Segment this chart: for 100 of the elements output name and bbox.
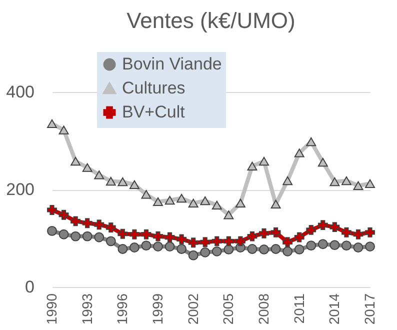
point — [153, 231, 163, 242]
point — [212, 200, 222, 210]
x-tick-label: 1993 — [78, 293, 95, 325]
point — [47, 205, 57, 215]
x-tick-label: 1999 — [150, 293, 166, 325]
point — [129, 229, 140, 240]
point — [294, 232, 304, 242]
x-tick-label: 2017 — [362, 293, 378, 325]
x-tick-label: 1990 — [44, 293, 60, 325]
legend-label: Cultures — [122, 78, 186, 98]
point — [106, 222, 116, 232]
point — [141, 240, 152, 251]
point — [47, 119, 57, 128]
point — [212, 236, 222, 246]
point — [330, 240, 340, 250]
point — [176, 194, 187, 203]
point — [224, 210, 234, 220]
point — [200, 196, 210, 206]
point — [58, 210, 69, 220]
y-tick-label: 400 — [6, 82, 34, 102]
point — [353, 229, 364, 240]
point — [70, 216, 81, 226]
point — [259, 244, 269, 254]
point — [353, 181, 364, 190]
point — [341, 240, 352, 251]
legend-label: BV+Cult — [122, 102, 186, 122]
point — [118, 228, 128, 239]
point — [294, 148, 304, 158]
point — [82, 218, 92, 228]
point — [94, 232, 104, 242]
point — [153, 197, 163, 206]
point — [212, 246, 222, 256]
point — [365, 179, 375, 188]
legend-label: Bovin Viande — [122, 54, 222, 74]
x-tick-label: 1996 — [114, 293, 130, 325]
point — [247, 244, 258, 254]
point — [282, 246, 293, 256]
x-tick-label: 2014 — [326, 293, 342, 325]
x-tick-label: 2005 — [220, 293, 236, 325]
point — [365, 242, 375, 252]
x-tick-label: 2008 — [256, 293, 272, 325]
point — [294, 244, 304, 254]
point — [306, 240, 316, 251]
point — [353, 242, 364, 252]
point — [270, 200, 281, 208]
point — [330, 222, 340, 232]
point — [94, 220, 104, 230]
point — [94, 170, 104, 180]
point — [82, 163, 92, 172]
point — [318, 220, 328, 230]
chart-title: Ventes (k€/UMO) — [126, 8, 296, 33]
point — [306, 137, 316, 146]
point — [235, 198, 246, 208]
point — [270, 244, 281, 254]
point — [306, 224, 316, 235]
point — [235, 236, 246, 246]
point — [118, 177, 128, 186]
point — [58, 126, 69, 134]
point — [259, 156, 269, 166]
point — [341, 176, 352, 186]
point — [318, 158, 328, 167]
point — [141, 229, 152, 240]
point — [118, 244, 128, 254]
point — [188, 198, 198, 208]
point — [200, 237, 210, 248]
point — [330, 177, 340, 186]
point — [70, 156, 81, 166]
point — [70, 231, 81, 242]
point — [82, 231, 92, 242]
point — [188, 250, 198, 260]
point — [106, 236, 116, 246]
point — [247, 231, 258, 242]
x-tick-label: 2011 — [290, 293, 307, 324]
point — [176, 244, 187, 254]
point — [259, 228, 269, 238]
point — [224, 236, 234, 246]
y-tick-label: 200 — [6, 180, 34, 199]
point — [106, 176, 116, 186]
point — [153, 242, 163, 252]
y-tick-label: 0 — [25, 278, 34, 296]
point — [176, 234, 187, 244]
x-tick-label: 2002 — [184, 293, 201, 325]
point — [341, 227, 352, 238]
point — [270, 227, 281, 238]
point — [164, 232, 175, 242]
point — [282, 176, 293, 186]
point — [365, 227, 375, 238]
point — [129, 180, 140, 189]
point — [224, 244, 234, 254]
point — [141, 190, 152, 199]
point — [318, 239, 328, 250]
point — [188, 238, 198, 248]
point — [47, 226, 57, 236]
point — [282, 237, 293, 248]
point — [247, 162, 258, 170]
point — [129, 242, 140, 252]
point — [164, 242, 175, 252]
point — [58, 229, 69, 240]
point — [164, 196, 175, 205]
point — [200, 247, 210, 258]
